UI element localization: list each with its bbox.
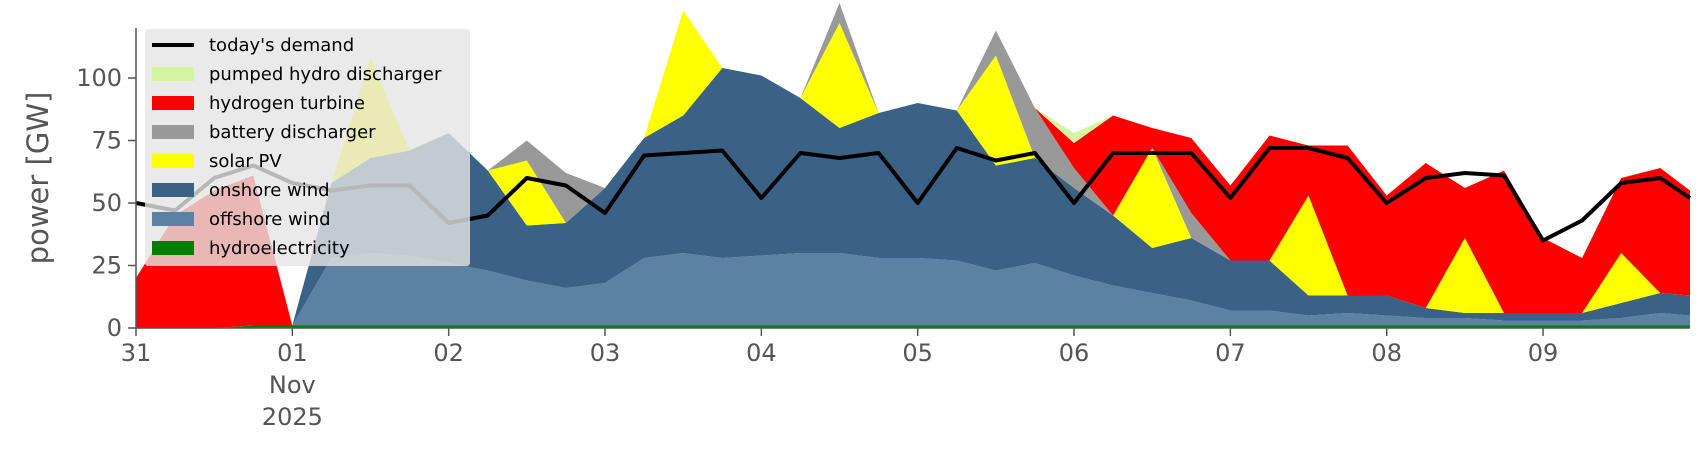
legend-label: hydrogen turbine: [209, 93, 365, 114]
x-tick-label: 05: [902, 339, 933, 367]
x-tick-label: 03: [590, 339, 621, 367]
area-solar-pv: [136, 10, 1690, 328]
x-tick-label: 09: [1528, 339, 1559, 367]
area-offshore-wind: [136, 253, 1690, 328]
legend-label: onshore wind: [209, 180, 330, 201]
legend-label: offshore wind: [209, 209, 331, 230]
legend-label: solar PV: [209, 151, 282, 172]
legend-item-pumped-hydro-discharger: pumped hydro discharger: [152, 64, 442, 85]
legend-item-solar-pv: solar PV: [152, 151, 282, 172]
legend-swatch: [152, 67, 194, 81]
x-tick-label: 07: [1215, 339, 1246, 367]
y-tick-label: 75: [91, 127, 122, 155]
x-tick-label: 04: [746, 339, 777, 367]
x-tick-label: 08: [1371, 339, 1402, 367]
ticks-layer: 0 25 50 75 100 31 01 Nov 2025 02 03 04 05 06 07 08 09: [76, 64, 1558, 431]
x-tick-label: 31: [121, 339, 152, 367]
legend-label: battery discharger: [209, 122, 376, 143]
y-tick-label: 25: [91, 252, 122, 280]
legend-item-offshore-wind: offshore wind: [152, 209, 331, 230]
legend-item-hydroelectricity: hydroelectricity: [152, 238, 350, 259]
x-tick-label: 01: [277, 339, 308, 367]
legend-label: today's demand: [209, 35, 354, 56]
legend-swatch: [152, 212, 194, 226]
x-tick-label: 02: [433, 339, 464, 367]
legend-label: pumped hydro discharger: [209, 64, 442, 85]
legend-swatch: [152, 183, 194, 197]
x-tick-label: 06: [1059, 339, 1090, 367]
y-tick-label: 50: [91, 189, 122, 217]
legend-swatch: [152, 154, 194, 168]
legend-label: hydroelectricity: [209, 238, 350, 259]
legend-swatch: [152, 241, 194, 255]
y-tick-label: 100: [76, 64, 122, 92]
legend: today's demand pumped hydro discharger hyd…: [145, 29, 470, 266]
legend-item-battery-discharger: battery discharger: [152, 122, 376, 143]
y-axis-label: power [GW]: [21, 92, 55, 265]
legend-frame: [145, 29, 470, 266]
y-tick-label: 0: [107, 314, 122, 342]
x-tick-label: 2025: [262, 403, 323, 431]
legend-swatch: [152, 125, 194, 139]
x-tick-label: Nov: [269, 371, 316, 399]
legend-item-hydrogen-turbine: hydrogen turbine: [152, 93, 365, 114]
area-hydrogen-turbine: [136, 3, 1690, 328]
legend-item-onshore-wind: onshore wind: [152, 180, 330, 201]
legend-swatch: [152, 96, 194, 110]
legend-item-today-s-demand: today's demand: [152, 35, 354, 56]
